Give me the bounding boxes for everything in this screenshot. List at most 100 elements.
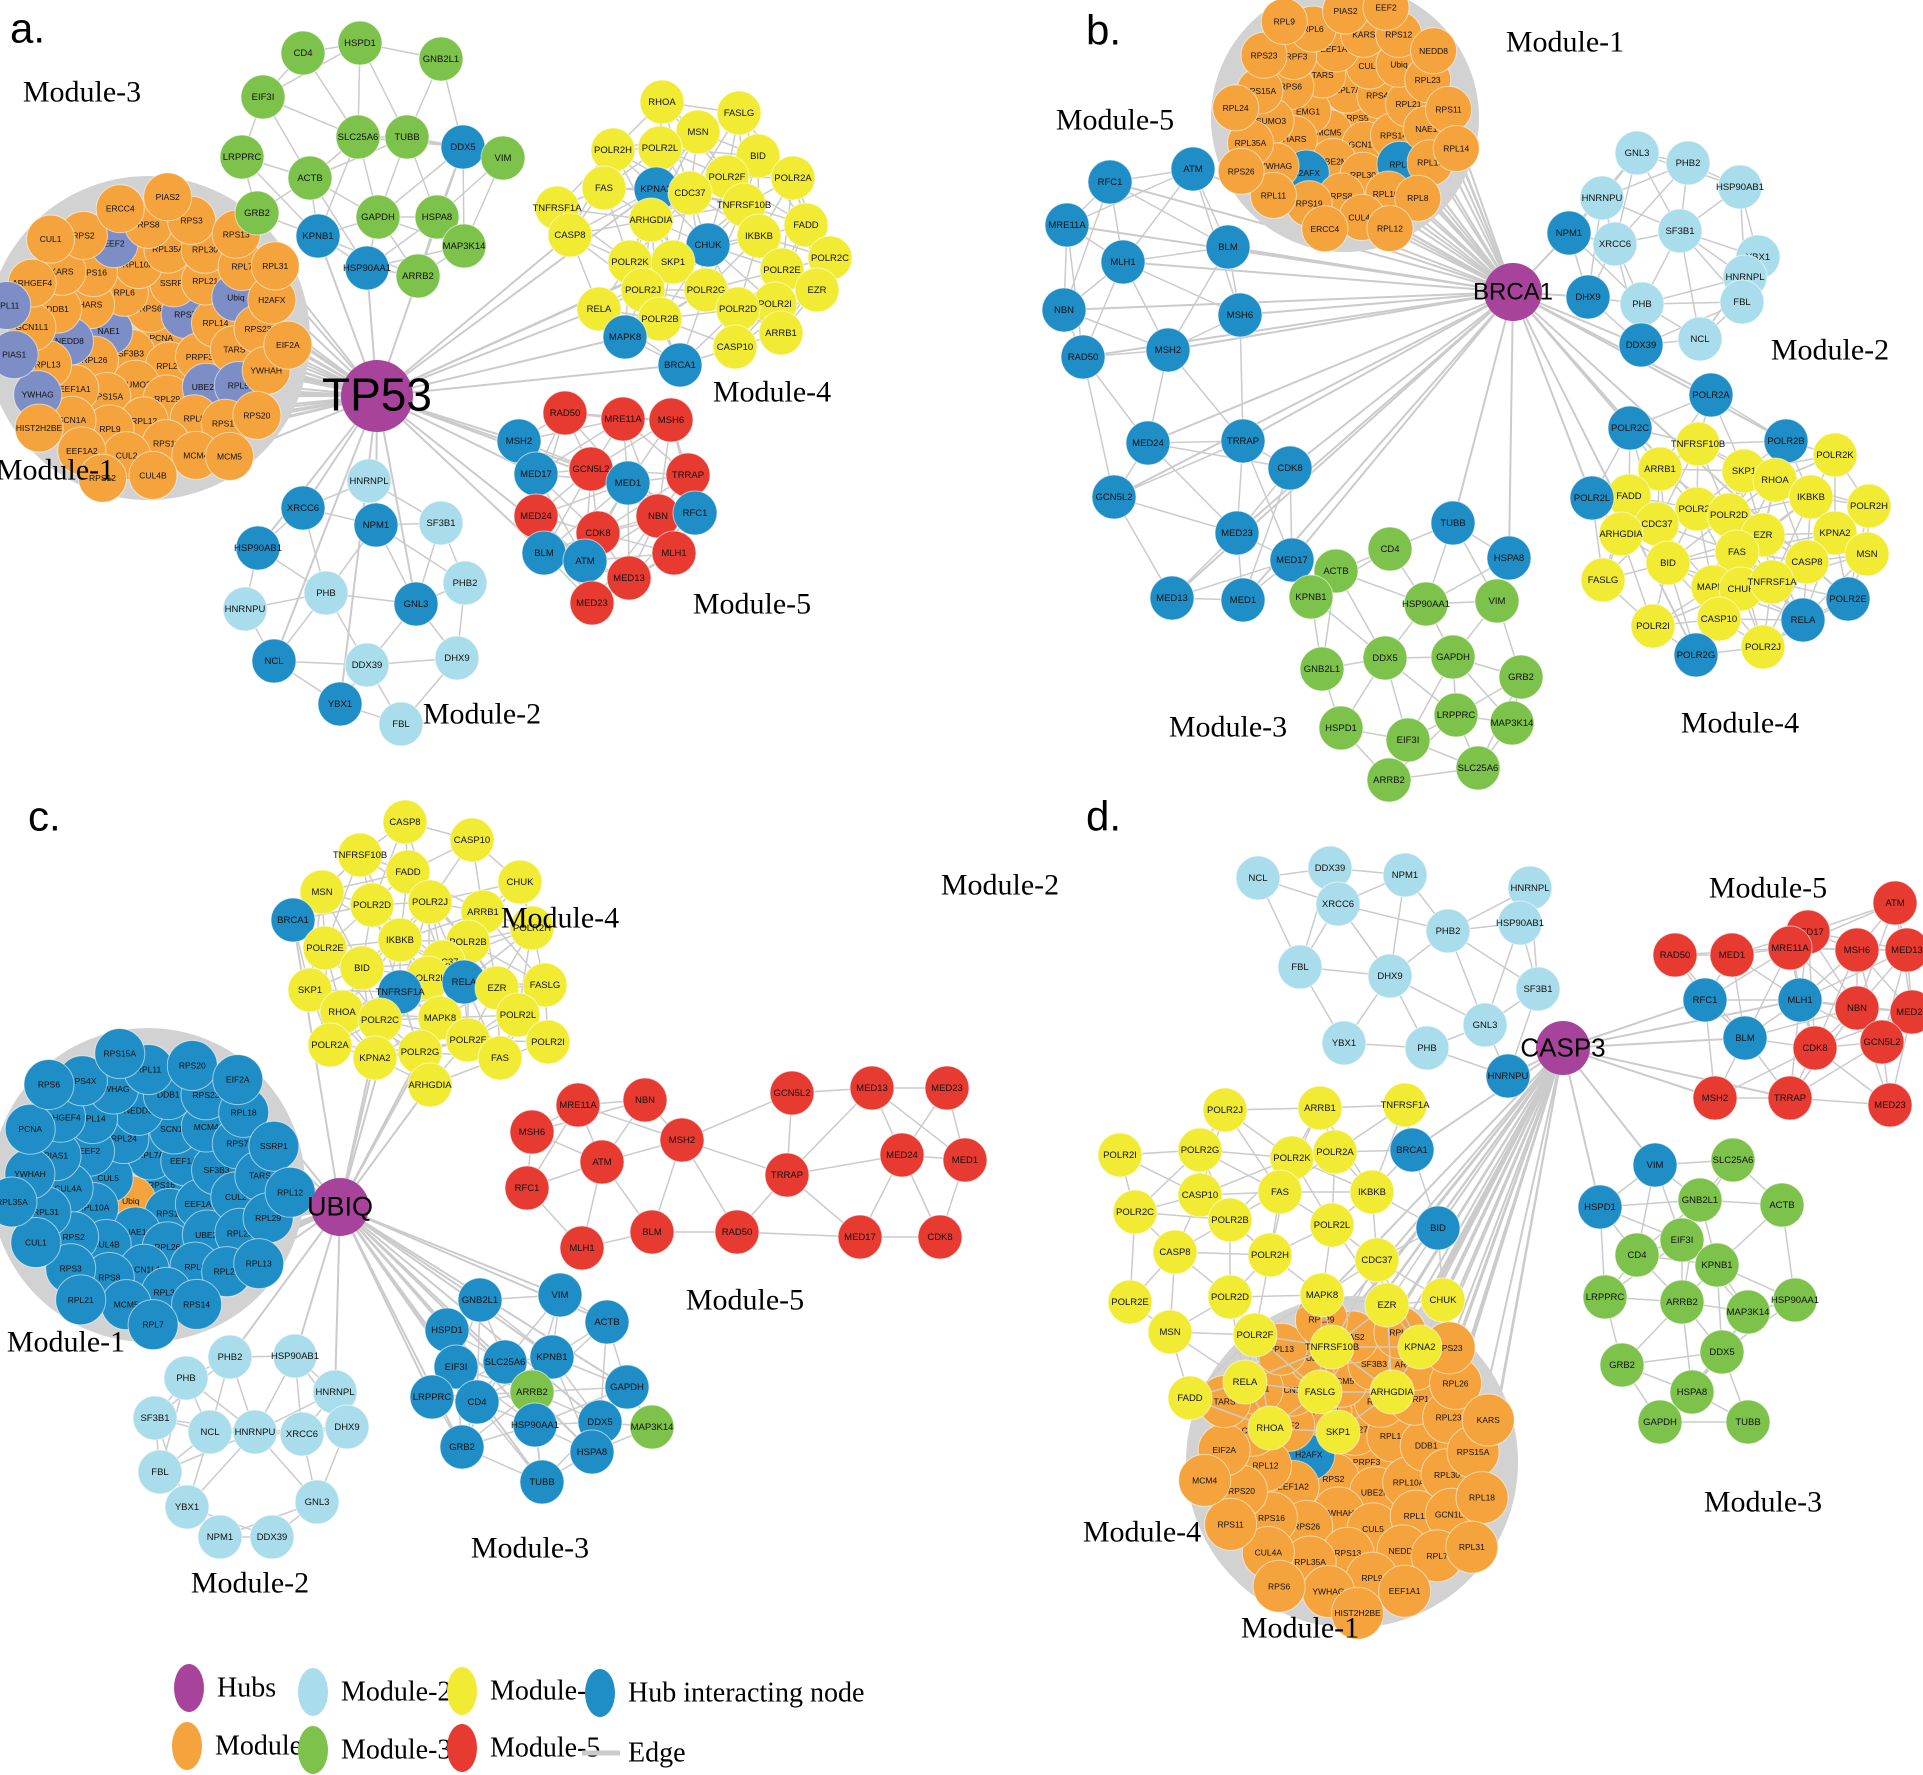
node-circle[interactable] [542, 390, 588, 436]
node-circle[interactable] [1592, 221, 1638, 267]
node-MAP3K14[interactable]: MAP3K14 [1489, 700, 1535, 746]
node-MRE11A[interactable]: MRE11A [555, 1082, 601, 1128]
node-MED23[interactable]: MED23 [1214, 510, 1260, 556]
node-MLH1[interactable]: MLH1 [559, 1225, 605, 1271]
node-circle[interactable] [251, 638, 297, 684]
node-YBX1[interactable]: YBX1 [1321, 1020, 1367, 1066]
node-MED13[interactable]: MED13 [849, 1065, 895, 1111]
node-MAP3K14[interactable]: MAP3K14 [441, 223, 487, 269]
node-HSP90AA1[interactable]: HSP90AA1 [343, 245, 391, 291]
node-circle[interactable] [1645, 540, 1691, 586]
node-VIM[interactable]: VIM [480, 135, 526, 181]
hub-CASP3[interactable]: CASP3 [1520, 1021, 1606, 1075]
node-circle[interactable] [1362, 635, 1408, 681]
node-circle[interactable] [648, 397, 694, 443]
node-circle[interactable] [1214, 510, 1260, 556]
node-circle[interactable] [1579, 175, 1625, 221]
node-RPL24[interactable]: RPL24 [1212, 84, 1260, 132]
node-GCN5L2[interactable]: GCN5L2 [1091, 474, 1137, 520]
node-circle[interactable] [232, 390, 282, 440]
node-circle[interactable] [736, 213, 782, 259]
node-SKP1[interactable]: SKP1 [650, 239, 696, 285]
node-POLR2A[interactable]: POLR2A [307, 1022, 353, 1068]
node-SF3B1[interactable]: SF3B1 [418, 500, 464, 546]
node-FAS[interactable]: FAS [581, 165, 627, 211]
node-MAPK8[interactable]: MAPK8 [602, 314, 648, 360]
node-circle[interactable] [1301, 205, 1349, 253]
node-LRPPRC[interactable]: LRPPRC [1433, 692, 1479, 738]
node-circle[interactable] [344, 642, 390, 688]
node-circle[interactable] [240, 74, 286, 120]
node-PHB[interactable]: PHB [1619, 281, 1665, 327]
node-NPM1[interactable]: NPM1 [197, 1514, 243, 1560]
node-EIF2A[interactable]: EIF2A [212, 1054, 264, 1106]
node-GRB2[interactable]: GRB2 [1498, 654, 1544, 700]
node-RELA[interactable]: RELA [576, 286, 622, 332]
node-POLR2I[interactable]: POLR2I [525, 1019, 571, 1065]
node-circle[interactable] [602, 314, 648, 360]
node-TUBB[interactable]: TUBB [384, 114, 430, 160]
node-RELA[interactable]: RELA [1780, 597, 1826, 643]
node-circle[interactable] [1212, 84, 1260, 132]
node-POLR2A[interactable]: POLR2A [1688, 372, 1734, 418]
node-circle[interactable] [14, 403, 64, 453]
node-RPS6[interactable]: RPS6 [23, 1059, 75, 1111]
node-circle[interactable] [1205, 224, 1251, 270]
node-POLR2C[interactable]: POLR2C [1112, 1189, 1158, 1235]
node-circle[interactable] [1403, 581, 1449, 627]
node-POLR2D[interactable]: POLR2D [349, 882, 395, 928]
node-ATM[interactable]: ATM [1872, 880, 1918, 926]
node-ARRB2[interactable]: ARRB2 [1366, 757, 1412, 803]
node-DDX39[interactable]: DDX39 [344, 642, 390, 688]
node-FBL[interactable]: FBL [378, 701, 424, 747]
node-circle[interactable] [672, 490, 718, 536]
node-MAP3K14[interactable]: MAP3K14 [629, 1404, 675, 1450]
node-NPM1[interactable]: NPM1 [1382, 852, 1428, 898]
node-CHUK[interactable]: CHUK [1420, 1277, 1466, 1323]
node-PHB2[interactable]: PHB2 [442, 560, 488, 606]
node-circle[interactable] [1125, 420, 1171, 466]
node-GNB2L1[interactable]: GNB2L1 [457, 1277, 503, 1323]
node-circle[interactable] [295, 213, 341, 259]
node-POLR2A[interactable]: POLR2A [1312, 1129, 1358, 1175]
node-LRPPRC[interactable]: LRPPRC [219, 134, 265, 180]
node-circle[interactable] [234, 190, 280, 236]
node-MED1[interactable]: MED1 [942, 1137, 988, 1183]
node-FASLG[interactable]: FASLG [1297, 1369, 1343, 1415]
node-circle[interactable] [1367, 526, 1413, 572]
node-IKBKB[interactable]: IKBKB [1788, 474, 1834, 520]
node-RHOA[interactable]: RHOA [639, 79, 685, 125]
node-RPL7[interactable]: RPL7 [127, 1299, 179, 1351]
node-GRB2[interactable]: GRB2 [234, 190, 280, 236]
node-YBX1[interactable]: YBX1 [317, 681, 363, 727]
node-circle[interactable] [1784, 539, 1830, 585]
node-FAS[interactable]: FAS [1257, 1169, 1303, 1215]
node-RPS11[interactable]: RPS11 [1425, 85, 1473, 133]
node-circle[interactable] [758, 310, 804, 356]
node-ATM[interactable]: ATM [579, 1139, 625, 1185]
node-MED24[interactable]: MED24 [879, 1132, 925, 1178]
node-circle[interactable] [581, 165, 627, 211]
node-KPNB1[interactable]: KPNB1 [1288, 574, 1334, 620]
node-POLR2D[interactable]: POLR2D [715, 286, 761, 332]
node-circle[interactable] [1410, 27, 1458, 75]
node-ARRB2[interactable]: ARRB2 [395, 253, 441, 299]
node-CASP8[interactable]: CASP8 [1152, 1229, 1198, 1275]
node-SF3B1[interactable]: SF3B1 [1657, 208, 1703, 254]
node-GNL3[interactable]: GNL3 [393, 581, 439, 627]
node-circle[interactable] [1665, 140, 1711, 186]
node-MED17[interactable]: MED17 [1269, 537, 1315, 583]
node-MED23[interactable]: MED23 [924, 1065, 970, 1111]
node-circle[interactable] [1217, 147, 1265, 195]
node-MAPK8[interactable]: MAPK8 [1299, 1272, 1345, 1318]
node-MED23[interactable]: MED23 [569, 580, 615, 626]
node-circle[interactable] [675, 109, 721, 155]
node-ATM[interactable]: ATM [562, 538, 608, 584]
node-circle[interactable] [1486, 535, 1532, 581]
node-FASLG[interactable]: FASLG [1580, 557, 1626, 603]
node-GRB2[interactable]: GRB2 [1599, 1342, 1645, 1388]
node-circle[interactable] [1366, 205, 1414, 253]
node-HNRNPL[interactable]: HNRNPL [346, 458, 392, 504]
node-BRCA1[interactable]: BRCA1 [1389, 1127, 1435, 1173]
node-HSPD1[interactable]: HSPD1 [1577, 1184, 1623, 1230]
